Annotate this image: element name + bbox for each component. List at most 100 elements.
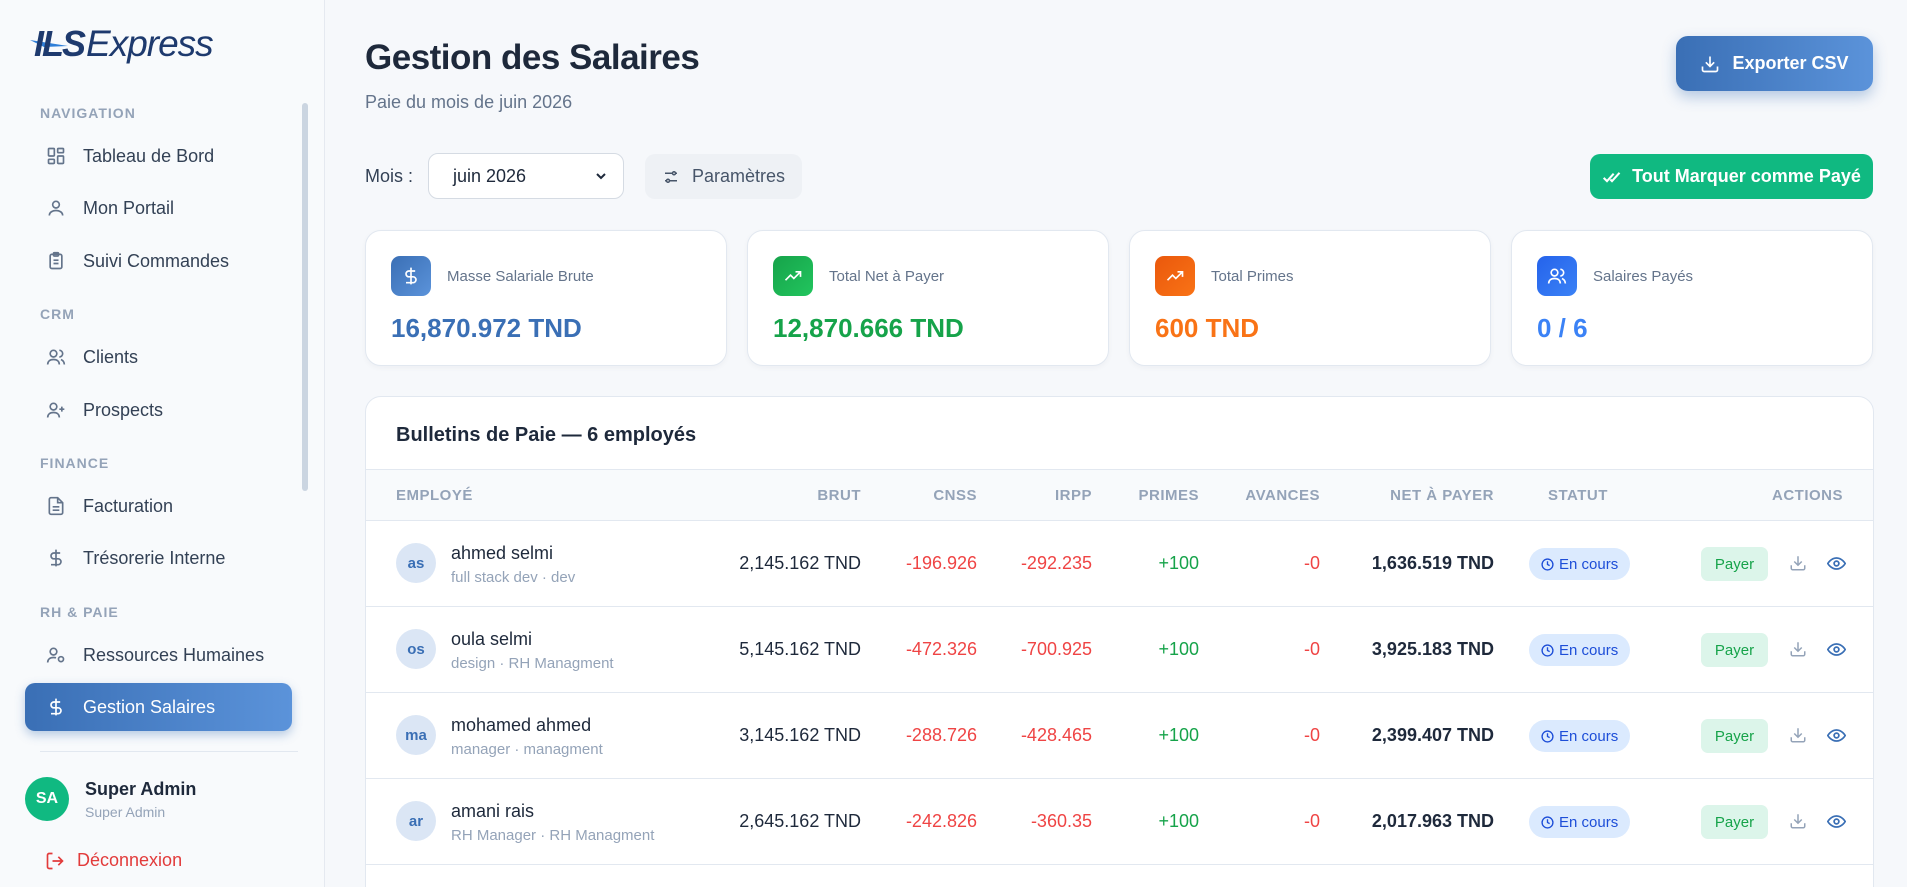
stat-masse-salariale: Masse Salariale Brute 16,870.972 TND — [365, 230, 727, 366]
dollar-icon — [391, 256, 431, 296]
brand-mark: ILS — [34, 23, 86, 64]
table-row: os oula selmi design · RH Managment 5,14… — [366, 607, 1873, 693]
employee-name: mohamed ahmed — [451, 715, 592, 735]
employee-role: design · RH Managment — [451, 655, 614, 672]
cell-avances: -0 — [1303, 811, 1320, 831]
section-crm: CRM — [40, 306, 75, 322]
download-icon[interactable] — [1789, 726, 1807, 744]
download-icon[interactable] — [1789, 812, 1807, 830]
user-name: Super Admin — [85, 778, 197, 799]
th-actions: ACTIONS — [1772, 487, 1843, 504]
cell-cnss: -196.926 — [905, 553, 977, 573]
sidebar-item-tableau-de-bord[interactable]: Tableau de Bord — [25, 132, 292, 180]
sidebar: ILS Express NAVIGATION Tableau de Bord M… — [0, 0, 325, 887]
cell-brut: 5,145.162 TND — [739, 639, 861, 659]
sidebar-item-mon-portail[interactable]: Mon Portail — [25, 184, 292, 232]
sidebar-scrollbar[interactable] — [302, 103, 308, 491]
cell-primes: +100 — [1158, 639, 1199, 659]
download-icon[interactable] — [1789, 640, 1807, 658]
sidebar-item-ressources-humaines[interactable]: Ressources Humaines — [25, 631, 292, 679]
employee-avatar: ar — [396, 801, 436, 841]
status-label: En cours — [1559, 813, 1619, 831]
status-badge: En cours — [1529, 720, 1631, 752]
th-cnss: CNSS — [933, 487, 977, 504]
employee-role: RH Manager · RH Managment — [451, 827, 655, 844]
sidebar-item-gestion-salaires[interactable]: Gestion Salaires — [25, 683, 292, 731]
parametres-label: Paramètres — [691, 166, 786, 186]
status-badge: En cours — [1529, 634, 1631, 666]
status-label: En cours — [1559, 641, 1619, 659]
cell-irpp: -292.235 — [1020, 553, 1092, 573]
sidebar-item-prospects[interactable]: Prospects — [25, 386, 292, 434]
clock-icon — [1541, 729, 1554, 743]
stat-label: Total Net à Payer — [829, 268, 945, 285]
eye-icon[interactable] — [1827, 726, 1846, 745]
cell-net: 1,636.519 TND — [1371, 553, 1494, 573]
pay-button[interactable]: Payer — [1701, 805, 1768, 839]
stat-value: 600 TND — [1155, 313, 1260, 343]
clipboard-icon — [45, 250, 67, 272]
user-cog-icon — [45, 644, 67, 666]
status-label: En cours — [1559, 727, 1619, 745]
dollar-icon — [45, 696, 67, 718]
cell-primes: +100 — [1158, 725, 1199, 745]
sidebar-item-tresorerie-interne[interactable]: Trésorerie Interne — [25, 534, 292, 582]
stat-label: Masse Salariale Brute — [447, 268, 594, 285]
avatar: SA — [25, 777, 69, 821]
mois-select[interactable]: juin 2026 — [428, 153, 624, 199]
sidebar-item-label: Clients — [83, 346, 139, 367]
trending-up-icon — [1155, 256, 1195, 296]
pay-button[interactable]: Payer — [1701, 547, 1768, 581]
stat-total-primes: Total Primes 600 TND — [1129, 230, 1491, 366]
logout-label: Déconnexion — [77, 850, 183, 870]
employee-role: full stack dev · dev — [451, 569, 576, 586]
th-brut: BRUT — [817, 487, 861, 504]
sidebar-item-clients[interactable]: Clients — [25, 333, 292, 381]
user-profile[interactable]: SA Super Admin Super Admin — [25, 777, 196, 821]
cell-brut: 3,145.162 TND — [739, 725, 861, 745]
export-csv-button[interactable]: Exporter CSV — [1676, 36, 1873, 91]
stat-label: Total Primes — [1211, 268, 1294, 285]
user-role: Super Admin — [85, 803, 166, 820]
sidebar-item-label: Tableau de Bord — [83, 145, 215, 166]
sidebar-item-suivi-commandes[interactable]: Suivi Commandes — [25, 237, 292, 285]
dashboard-icon — [45, 145, 67, 167]
employee-role: manager · managment — [451, 741, 603, 758]
stat-label: Salaires Payés — [1593, 268, 1694, 285]
cell-cnss: -242.826 — [905, 811, 977, 831]
sidebar-item-label: Trésorerie Interne — [83, 547, 226, 568]
sidebar-item-label: Ressources Humaines — [83, 644, 265, 665]
cell-irpp: -428.465 — [1020, 725, 1092, 745]
parametres-button[interactable]: Paramètres — [645, 154, 802, 199]
sidebar-item-facturation[interactable]: Facturation — [25, 482, 292, 530]
cell-cnss: -288.726 — [905, 725, 977, 745]
user-icon — [45, 197, 67, 219]
th-employe: EMPLOYÉ — [396, 487, 473, 504]
swoosh-icon — [30, 40, 68, 47]
stat-total-net: Total Net à Payer 12,870.666 TND — [747, 230, 1109, 366]
employee-name: ahmed selmi — [451, 543, 554, 563]
sidebar-item-label: Facturation — [83, 495, 174, 516]
users-icon — [1537, 256, 1577, 296]
eye-icon[interactable] — [1827, 640, 1846, 659]
pay-button[interactable]: Payer — [1701, 633, 1768, 667]
logout-button[interactable]: Déconnexion — [45, 850, 182, 871]
file-icon — [45, 495, 67, 517]
eye-icon[interactable] — [1827, 812, 1846, 831]
pay-button[interactable]: Payer — [1701, 719, 1768, 753]
table-row: as ahmed selmi full stack dev · dev 2,14… — [366, 521, 1873, 607]
eye-icon[interactable] — [1827, 554, 1846, 573]
cell-primes: +100 — [1158, 553, 1199, 573]
download-icon[interactable] — [1789, 554, 1807, 572]
section-navigation: NAVIGATION — [40, 105, 136, 121]
dollar-icon — [45, 547, 67, 569]
mois-label: Mois : — [365, 166, 414, 186]
brand-logo[interactable]: ILS Express — [30, 23, 214, 64]
cell-avances: -0 — [1303, 725, 1320, 745]
trending-up-icon — [773, 256, 813, 296]
status-badge: En cours — [1529, 806, 1631, 838]
employee-avatar: ma — [396, 715, 436, 755]
mark-all-paid-button[interactable]: Tout Marquer comme Payé — [1590, 154, 1873, 199]
section-rh-paie: RH & PAIE — [40, 604, 119, 620]
brand-name: Express — [86, 23, 214, 64]
